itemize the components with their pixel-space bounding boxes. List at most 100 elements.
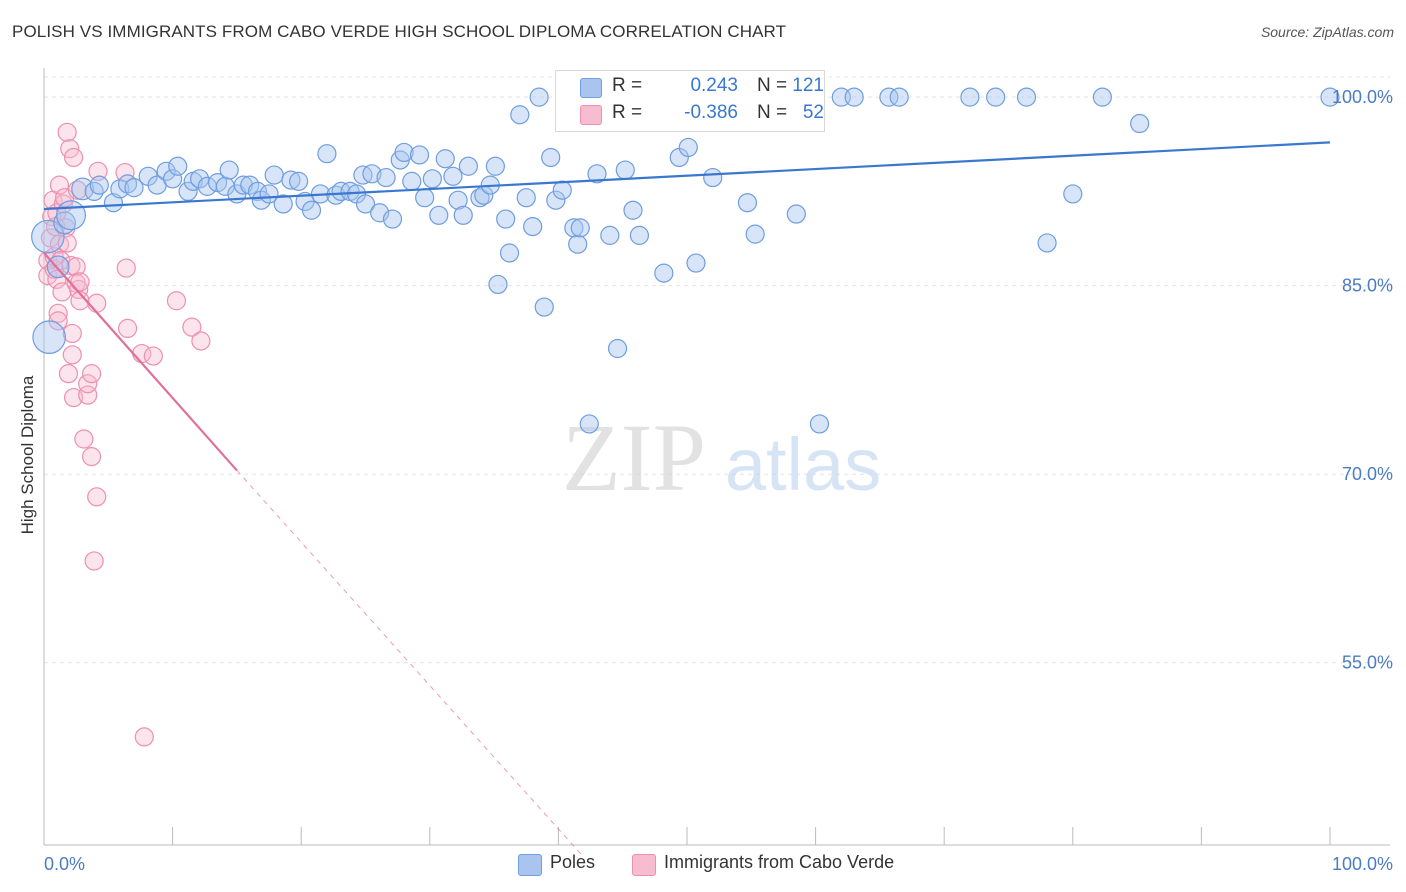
poles-point: [786, 204, 806, 224]
poles-point: [376, 167, 396, 188]
poles-point: [579, 414, 599, 434]
cabo-verde-point: [78, 385, 98, 405]
poles-point: [362, 164, 382, 184]
poles-trend-line: [43, 141, 1331, 211]
cabo-verde-point: [49, 175, 70, 195]
cabo-verde-trend-extension: [236, 470, 585, 858]
x-tick-label: 0.0%: [44, 854, 85, 874]
watermark-atlas: atlas: [725, 423, 881, 506]
bottom-legend-label-cabo-verde: Immigrants from Cabo Verde: [664, 852, 895, 872]
poles-point: [264, 165, 284, 185]
poles-point: [1092, 87, 1112, 107]
poles-point: [629, 225, 650, 245]
cabo-verde-point: [182, 317, 202, 337]
poles-point: [485, 156, 505, 176]
cabo-verde-point: [63, 387, 84, 408]
poles-point: [429, 205, 449, 225]
poles-point: [240, 175, 260, 195]
cabo-verde-point: [84, 551, 104, 571]
watermark-zip: ZIP: [562, 404, 706, 511]
poles-point: [607, 338, 628, 359]
poles-point: [600, 225, 620, 245]
poles-point: [178, 181, 198, 202]
poles-point: [163, 169, 183, 189]
cabo-verde-point: [62, 345, 82, 365]
poles-point: [273, 194, 293, 214]
cabo-verde-point: [117, 318, 138, 339]
legend-swatch-cabo-verde: [580, 105, 602, 125]
legend-r-label: R =: [612, 102, 643, 123]
poles-point: [448, 190, 468, 210]
poles-point: [168, 156, 188, 176]
cabo-verde-point: [70, 272, 90, 292]
poles-point: [443, 166, 463, 186]
poles-point: [289, 171, 309, 191]
poles-point: [496, 209, 516, 229]
cabo-verde-point: [78, 374, 98, 394]
legend-r-value: -0.386: [684, 102, 738, 123]
poles-point: [402, 171, 422, 191]
legend-n-label: N =: [757, 75, 788, 96]
cabo-verde-point: [88, 161, 108, 181]
poles-point: [703, 167, 723, 188]
poles-point: [458, 156, 478, 176]
poles-point: [510, 105, 530, 125]
cabo-verde-point: [87, 293, 107, 313]
poles-point: [317, 144, 337, 164]
cabo-verde-point: [74, 429, 94, 449]
gridlines: [44, 76, 1390, 664]
poles-point: [1037, 233, 1057, 253]
x-tick-label: 100.0%: [1332, 854, 1393, 874]
y-tick-label: 85.0%: [1342, 276, 1393, 296]
poles-point: [156, 161, 176, 181]
legend-n-value: 121: [792, 75, 824, 96]
poles-point: [737, 193, 758, 213]
poles-point: [570, 218, 590, 238]
poles-point: [809, 414, 830, 434]
poles-point: [53, 211, 76, 235]
poles-point: [382, 209, 403, 229]
y-tick-label: 55.0%: [1342, 653, 1393, 673]
cabo-verde-trend-line: [43, 252, 238, 472]
poles-point: [89, 175, 109, 195]
poles-point: [409, 145, 430, 165]
trend-lines: [43, 141, 1331, 858]
poles-point: [879, 87, 899, 107]
poles-point: [564, 218, 584, 238]
cabo-verde-point: [166, 291, 187, 311]
poles-point: [529, 87, 549, 107]
source-label: Source: ZipAtlas.com: [1260, 24, 1394, 40]
poles-point: [415, 188, 435, 208]
poles-point: [56, 200, 87, 231]
cabo-verde-point: [57, 122, 77, 142]
poles-point: [889, 87, 909, 107]
poles-point: [960, 87, 980, 107]
poles-point: [84, 181, 104, 202]
poles-point: [745, 224, 765, 244]
poles-point: [422, 169, 442, 189]
poles-point: [654, 263, 674, 283]
poles-point: [190, 169, 210, 189]
poles-point: [233, 175, 253, 195]
chart-title: POLISH VS IMMIGRANTS FROM CABO VERDE HIG…: [12, 22, 787, 41]
poles-point: [541, 147, 561, 168]
poles-point: [32, 320, 66, 355]
cabo-verde-point: [48, 303, 68, 323]
stats-legend: R = 0.243 N = 121 R = -0.386 N = 52: [555, 70, 825, 132]
legend-r-value: 0.243: [690, 75, 738, 96]
poles-point: [568, 234, 588, 254]
bottom-legend-swatch-cabo-verde: [632, 854, 656, 876]
poles-point: [523, 217, 543, 237]
poles-point: [301, 200, 322, 220]
cabo-verde-point: [52, 282, 72, 302]
poles-point: [251, 190, 271, 210]
poles-point: [453, 205, 473, 225]
y-tick-label: 100.0%: [1332, 87, 1393, 107]
legend-swatch-poles: [580, 78, 602, 98]
cabo-verde-point: [81, 447, 102, 467]
cabo-verde-point: [62, 323, 82, 344]
cabo-verde-point: [47, 269, 67, 289]
cabo-verde-point: [134, 727, 154, 747]
poles-point: [71, 177, 94, 201]
